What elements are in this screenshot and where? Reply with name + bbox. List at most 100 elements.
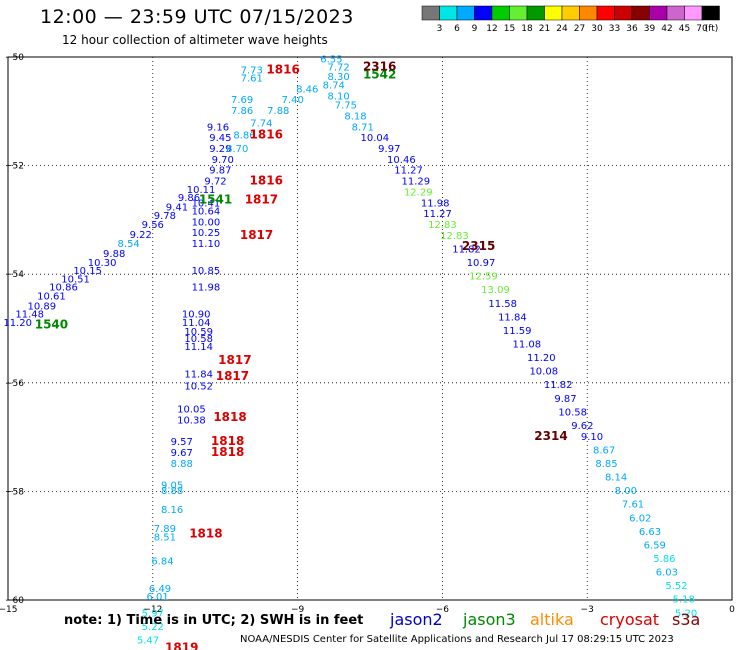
swh-value: 11.98: [192, 282, 221, 293]
swh-value: 11.48: [15, 310, 44, 321]
swh-value: 9.05: [161, 481, 183, 492]
swh-value: 7.72: [327, 63, 349, 74]
y-tick-label: −60: [5, 596, 24, 606]
colorbar-swatch: [596, 5, 615, 21]
swh-value: 8.86: [233, 130, 255, 141]
swh-value: 7.61: [241, 73, 263, 84]
swh-value: 7.75: [335, 101, 357, 112]
y-tick-label: −56: [5, 379, 24, 389]
colorbar-label: 6: [454, 24, 460, 34]
swh-value: 5.22: [142, 622, 164, 633]
legend-cryosat: cryosat: [600, 610, 660, 629]
swh-value: 12.83: [428, 220, 457, 231]
swh-value: 8.10: [327, 91, 349, 102]
swh-value: 8.16: [161, 505, 183, 516]
swh-value: 8.67: [593, 445, 615, 456]
time-label: 1817: [240, 228, 273, 242]
swh-value: 8.88: [171, 459, 193, 470]
legend-s3a: s3a: [672, 610, 701, 629]
swh-value: 7.89: [154, 524, 176, 535]
swh-value: 10.08: [529, 367, 558, 378]
colorbar-label: 9: [472, 24, 478, 34]
swh-value: 9.87: [554, 394, 576, 405]
swh-value: 6.63: [639, 527, 661, 538]
colorbar-swatch: [701, 5, 720, 21]
time-label: 1541: [199, 193, 232, 207]
time-label: 1817: [245, 193, 278, 207]
swh-value: 6.03: [656, 568, 678, 579]
swh-value: 9.67: [171, 448, 193, 459]
swh-value: 12.83: [440, 231, 469, 242]
swh-value: 9.62: [571, 421, 593, 432]
swh-value: 9.10: [581, 432, 603, 443]
swh-value: 5.97: [142, 608, 164, 619]
colorbar-swatch: [526, 5, 545, 21]
swh-value: 11.84: [498, 312, 527, 323]
colorbar-swatch: [614, 5, 633, 21]
time-label: 2316: [363, 60, 396, 74]
x-tick-label: 0: [729, 605, 735, 615]
x-tick-label: −12: [143, 605, 162, 615]
swh-value: 10.85: [192, 266, 221, 277]
colorbar-label: 36: [626, 24, 638, 34]
swh-value: 9.41: [166, 203, 188, 214]
swh-value: 9.78: [154, 211, 176, 222]
legend-altika: altika: [530, 610, 574, 629]
x-tick-label: −3: [581, 605, 594, 615]
swh-value: 10.30: [88, 258, 117, 269]
plot-frame: [7, 56, 733, 601]
swh-value: 9.45: [209, 133, 231, 144]
time-label: 1542: [363, 68, 396, 82]
swh-value: 8.71: [352, 122, 374, 133]
swh-value: 10.61: [37, 292, 66, 303]
swh-value: 10.00: [192, 217, 221, 228]
time-label: 1818: [213, 410, 246, 424]
page-title: 12:00 — 23:59 UTC 07/15/2023: [40, 6, 354, 28]
swh-value: 9.57: [171, 437, 193, 448]
swh-value: 11.98: [421, 198, 450, 209]
colorbar-swatch: [631, 5, 650, 21]
swh-value: 11.08: [513, 340, 542, 351]
swh-value: 11.20: [527, 353, 556, 364]
swh-value: 11.14: [184, 342, 213, 353]
colorbar-label: 39: [644, 24, 656, 34]
swh-value: 9.97: [378, 144, 400, 155]
swh-value: 9.72: [204, 177, 226, 188]
swh-value: 7.73: [241, 65, 263, 76]
swh-value: 7.61: [622, 500, 644, 511]
swh-value: 10.11: [187, 185, 216, 196]
swh-value: 10.58: [558, 407, 587, 418]
time-label: 1540: [35, 318, 68, 332]
colorbar-swatch: [561, 5, 580, 21]
swh-value: 11.29: [402, 177, 431, 188]
x-tick-label: −9: [291, 605, 305, 615]
swh-value: 10.59: [184, 327, 213, 338]
swh-value: 8.85: [595, 459, 617, 470]
swh-value: 10.04: [361, 133, 390, 144]
swh-value: 9.16: [207, 122, 229, 133]
swh-value: 6.59: [644, 540, 666, 551]
swh-value: 10.25: [192, 228, 221, 239]
swh-value: 10.97: [467, 258, 496, 269]
swh-value: 10.51: [61, 274, 90, 285]
swh-value: 10.38: [177, 416, 206, 427]
swh-value: 8.74: [323, 80, 345, 91]
swh-value: 8.14: [605, 473, 627, 484]
swh-value: 8.54: [118, 239, 140, 250]
swh-value: 9.22: [130, 230, 152, 241]
y-tick-label: −58: [5, 487, 24, 497]
time-label: 1816: [250, 174, 283, 188]
time-label: 1816: [266, 62, 299, 76]
swh-value: 11.84: [184, 369, 213, 380]
swh-value: 9.88: [103, 249, 125, 260]
swh-value: 10.64: [192, 206, 221, 217]
swh-value: 6.55: [320, 54, 342, 65]
colorbar-swatch: [421, 5, 440, 21]
swh-value: 8.70: [226, 144, 248, 155]
colorbar-label: 3: [437, 24, 443, 34]
swh-value: 11.59: [503, 326, 532, 337]
colorbar-label: 18: [521, 24, 533, 34]
swh-value: 10.58: [184, 334, 213, 345]
colorbar-label: 15: [504, 24, 515, 34]
